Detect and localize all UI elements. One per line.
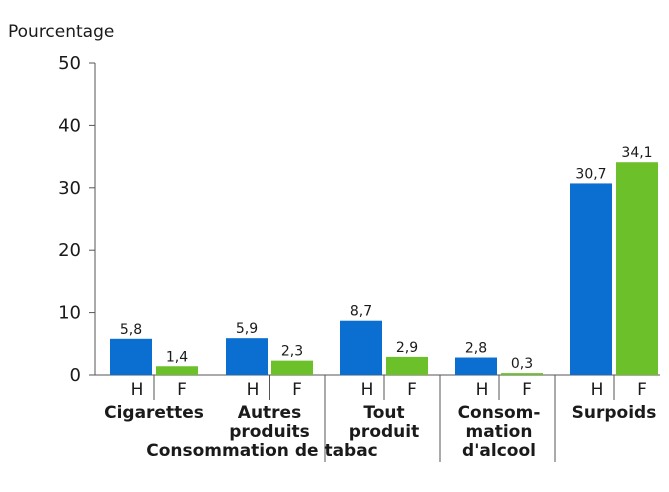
- data-label: 34,1: [621, 145, 652, 161]
- category-label: d'alcool: [462, 441, 536, 461]
- data-label: 0,3: [511, 356, 533, 372]
- bar: [271, 360, 313, 375]
- bar: [110, 338, 152, 375]
- bar: [340, 320, 382, 375]
- axes: 0 10 20 30 40 50: [58, 53, 660, 462]
- data-label: 1,4: [166, 349, 188, 365]
- sub-category-label: F: [522, 380, 532, 400]
- group-label: Consommation de tabac: [146, 441, 378, 461]
- sub-category-label: H: [247, 380, 260, 400]
- y-tick-label: 40: [58, 115, 81, 136]
- bar: [455, 357, 497, 375]
- bar: [570, 183, 612, 375]
- y-tick-label: 10: [58, 303, 81, 324]
- bar: [386, 356, 428, 375]
- sub-category-label: H: [591, 380, 604, 400]
- category-label: Surpoids: [572, 403, 657, 423]
- y-tick-label: 50: [58, 53, 81, 74]
- data-label: 2,3: [281, 344, 303, 360]
- data-label: 2,9: [396, 340, 418, 356]
- data-label: 8,7: [350, 304, 372, 320]
- data-label: 30,7: [575, 166, 606, 182]
- bars: [110, 162, 658, 375]
- category-label: produits: [229, 422, 310, 442]
- category-label: Tout: [363, 403, 404, 423]
- y-tick-label: 20: [58, 240, 81, 261]
- sub-category-label: H: [131, 380, 144, 400]
- sub-category-label: F: [292, 380, 302, 400]
- sub-category-label: F: [177, 380, 187, 400]
- category-label: Cigarettes: [104, 403, 204, 423]
- y-tick-label: 0: [70, 365, 81, 386]
- category-label: produit: [349, 422, 419, 442]
- bar: [156, 366, 198, 375]
- data-label: 5,8: [120, 322, 142, 338]
- labels: 5,8 H 1,4 F Cigarettes 5,9 H 2,3 F Autresproduits…: [104, 145, 656, 461]
- sub-category-label: F: [637, 380, 647, 400]
- data-label: 5,9: [236, 321, 258, 337]
- bar: [226, 338, 268, 375]
- category-label: Autres: [238, 403, 301, 423]
- category-label: Consom-: [458, 403, 541, 423]
- bar: [501, 373, 543, 375]
- bar: [616, 162, 658, 375]
- sub-category-label: H: [361, 380, 374, 400]
- y-axis-title: Pourcentage: [8, 22, 114, 42]
- sub-category-label: F: [407, 380, 417, 400]
- data-label: 2,8: [465, 341, 487, 357]
- y-tick-label: 30: [58, 178, 81, 199]
- category-label: mation: [466, 422, 533, 442]
- sub-category-label: H: [476, 380, 489, 400]
